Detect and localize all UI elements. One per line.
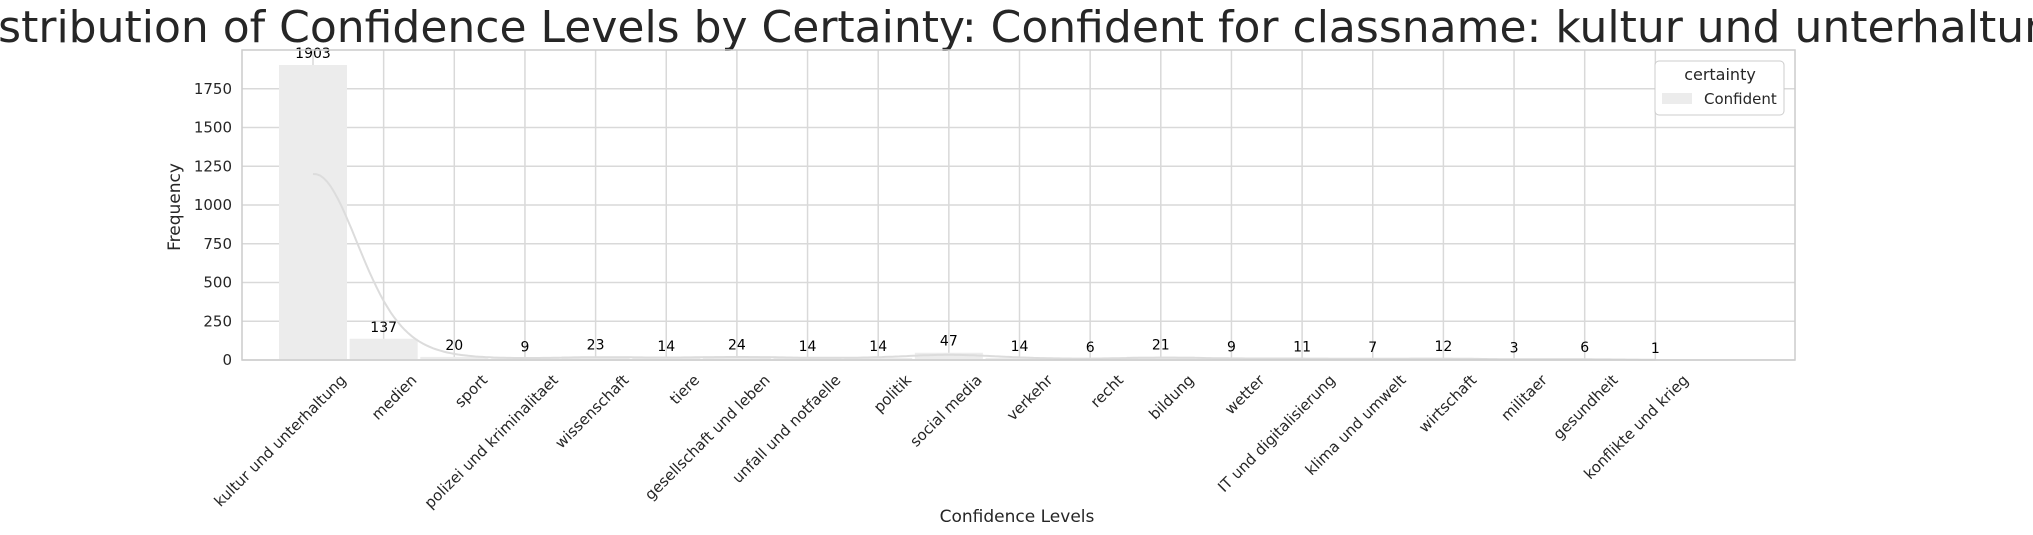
chart-title: Distribution of Confidence Levels by Cer… [0, 2, 2033, 53]
kde-curve [312, 173, 1656, 361]
x-tick-label: sport [451, 371, 491, 411]
grid [242, 50, 1795, 361]
bar-value-label: 14 [1011, 339, 1029, 355]
bar-value-label: 47 [940, 334, 958, 350]
x-tick-label: polizei und kriminalitaet [421, 371, 562, 512]
bar-value-label: 23 [587, 337, 605, 353]
bar-value-label: 9 [1227, 340, 1236, 356]
x-tick-label: recht [1087, 371, 1127, 411]
x-tick-label: wissenschaft [551, 371, 632, 452]
bar-value-label: 11 [1293, 339, 1311, 355]
y-ticks: 0 250 500 750 1000 1250 1500 1750 [194, 80, 232, 369]
x-tick-label: bildung [1145, 371, 1197, 423]
bar-value-label: 21 [1152, 338, 1170, 354]
bar-7 [773, 357, 842, 360]
x-tick-label: medien [368, 371, 421, 424]
legend-entry-confident: Confident [1704, 90, 1777, 108]
bar-1 [349, 338, 418, 360]
x-tick-label: wirtschaft [1415, 371, 1480, 436]
bars [279, 65, 1690, 360]
bar-value-label: 24 [728, 337, 746, 353]
bar-8 [844, 357, 913, 360]
bar-6 [702, 356, 771, 360]
plot-frame [241, 49, 1796, 361]
y-tick-label: 1750 [194, 80, 232, 98]
legend-title: certainty [1684, 65, 1756, 84]
x-tick-label: verkehr [1003, 371, 1057, 425]
bar-value-label: 1 [1651, 341, 1660, 357]
y-tick-label: 250 [203, 312, 232, 330]
y-tick-label: 1000 [194, 196, 232, 214]
y-tick-label: 1250 [194, 157, 232, 175]
bar-value-label: 9 [520, 340, 529, 356]
bar-4 [561, 356, 630, 360]
x-tick-label: kultur und unterhaltung [211, 371, 350, 510]
y-tick-label: 500 [203, 274, 232, 292]
y-tick-label: 0 [222, 351, 232, 369]
bar-9 [914, 352, 983, 360]
y-tick-label: 750 [203, 235, 232, 253]
bar-0 [279, 65, 347, 360]
x-axis-label: Confidence Levels [940, 507, 1095, 527]
bar-value-label: 137 [370, 320, 397, 336]
x-tick-label: wetter [1221, 371, 1269, 419]
bar-10 [985, 357, 1054, 360]
bar-value-label: 20 [445, 338, 463, 354]
y-tick-label: 1500 [194, 119, 232, 137]
x-tick-label: politik [870, 371, 915, 416]
bar-value-label: 1903 [295, 46, 331, 62]
x-ticks: kultur und unterhaltung medien sportpolize… [211, 371, 1693, 513]
bar-value-label: 7 [1368, 340, 1377, 356]
bar-value-label: 12 [1434, 339, 1452, 355]
x-tick-label: social media [906, 371, 985, 450]
bar-2 [420, 356, 489, 360]
x-tick-label: militaer [1497, 371, 1551, 425]
bar-value-label: 14 [657, 339, 675, 355]
bar-5 [632, 357, 701, 360]
bar-labels: 1903 137 20 9 23 14 24 14 14 47 14 6 21 9 11 7 12 3 6 1 [295, 46, 1660, 357]
x-tick-label: gesellschaft und leben [641, 371, 774, 504]
x-tick-label: tiere [666, 371, 703, 408]
y-axis-label: Frequency [165, 163, 185, 251]
bar-value-label: 14 [869, 339, 887, 355]
bar-value-label: 3 [1510, 341, 1519, 357]
x-tick-label: IT und digitalisierung [1214, 371, 1339, 496]
legend-swatch [1662, 93, 1692, 104]
bar-value-label: 14 [799, 339, 817, 355]
bar-value-label: 6 [1580, 340, 1589, 356]
x-tick-label: gesundheit [1549, 371, 1621, 443]
legend: certainty Confident [1654, 60, 1785, 116]
bar-value-label: 6 [1086, 340, 1095, 356]
